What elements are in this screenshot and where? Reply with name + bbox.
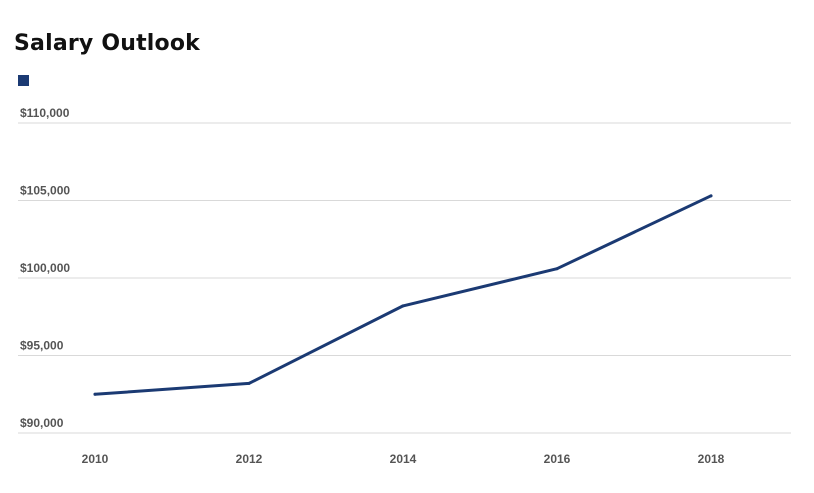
data-point[interactable] [555, 267, 559, 271]
chart-title: Salary Outlook [14, 31, 201, 56]
gridlines [18, 122, 791, 434]
x-axis-tick-labels: 2010 2012 2014 2016 2018 [82, 452, 725, 466]
y-tick-label: $110,000 [20, 106, 70, 120]
series-layer [93, 194, 713, 396]
data-point[interactable] [401, 304, 405, 308]
x-tick-label: 2016 [544, 452, 571, 466]
y-tick-label: $105,000 [20, 184, 70, 198]
x-tick-label: 2014 [390, 452, 417, 466]
data-point[interactable] [93, 392, 97, 396]
y-axis-tick-labels: $90,000 $95,000 $100,000 $105,000 $110,000 [20, 106, 70, 430]
legend-swatch[interactable] [18, 75, 29, 86]
x-tick-label: 2018 [698, 452, 725, 466]
legend [18, 75, 29, 86]
y-tick-label: $100,000 [20, 261, 70, 275]
series-line[interactable] [93, 194, 713, 396]
x-tick-label: 2012 [236, 452, 263, 466]
data-point[interactable] [709, 194, 713, 198]
data-point[interactable] [247, 381, 251, 385]
y-tick-label: $95,000 [20, 339, 64, 353]
y-tick-label: $90,000 [20, 416, 64, 430]
x-tick-label: 2010 [82, 452, 109, 466]
